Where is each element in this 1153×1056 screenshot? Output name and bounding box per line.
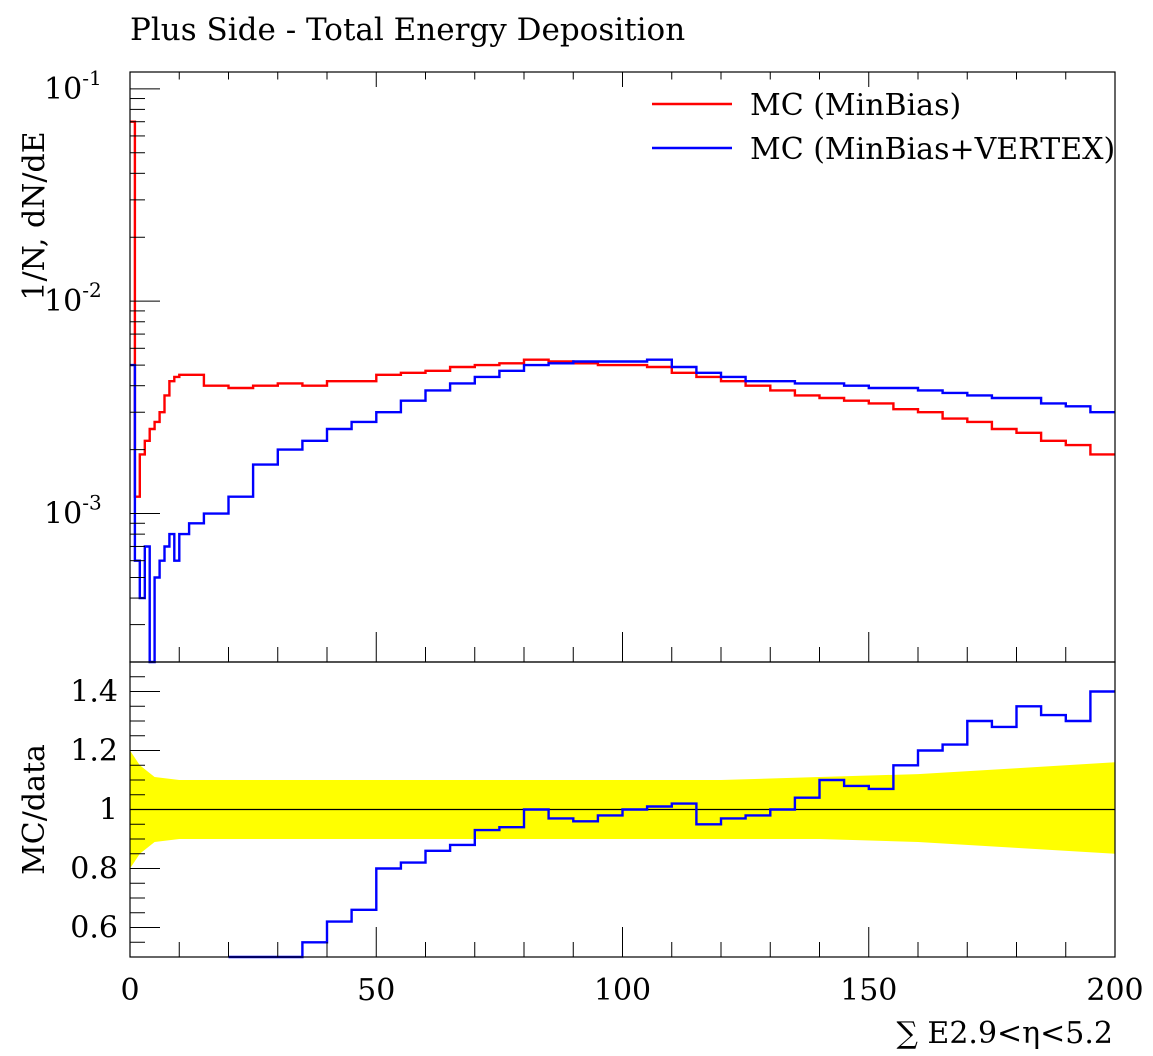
upper-y-tick-labels: 10-1 10-2 10-3 <box>44 66 102 532</box>
upper-y-axis-label: 1/N, dN/dE <box>17 131 52 300</box>
y-tick-label: 10-2 <box>44 278 102 319</box>
upper-data-layer <box>130 120 1115 664</box>
lower-panel: 0.6 0.8 1 1.2 1.4 0 50 100 150 200 MC/data ∑ E2.… <box>17 661 1144 1051</box>
x-tick-label: 200 <box>1086 973 1143 1008</box>
y-tick-label: 0.6 <box>70 911 118 946</box>
x-tick-label: 150 <box>840 973 897 1008</box>
y-tick-label: 10-3 <box>44 491 102 532</box>
lower-y-tick-labels: 0.6 0.8 1 1.2 1.4 <box>70 675 118 946</box>
series-line-1 <box>130 120 1115 498</box>
ratio-line-1 <box>228 690 1115 959</box>
y-tick-label: 1 <box>99 793 118 828</box>
x-tick-label: 50 <box>357 973 395 1008</box>
upper-panel: 10-110-210-3 1/N, dN/dE MC (MinBias)MC (… <box>17 66 1116 664</box>
series-line-2 <box>130 358 1115 664</box>
y-tick-label: 10-1 <box>44 66 102 107</box>
y-tick-label: 1.4 <box>70 675 118 710</box>
y-tick-label: 0.8 <box>70 852 118 887</box>
y-tick-label: 1.2 <box>70 734 118 769</box>
legend-label: MC (MinBias) <box>750 88 961 123</box>
legend: MC (MinBias) MC (MinBias+VERTEX) <box>652 88 1115 167</box>
x-tick-label: 0 <box>120 973 139 1008</box>
lower-plot-frame <box>129 661 1116 958</box>
legend-label: MC (MinBias+VERTEX) <box>750 132 1115 167</box>
lower-data-layer <box>228 690 1115 959</box>
lower-y-axis-label: MC/data <box>17 744 52 875</box>
chart-title: Plus Side - Total Energy Deposition <box>130 12 686 48</box>
x-tick-labels: 0 50 100 150 200 <box>120 973 1143 1008</box>
x-tick-label: 100 <box>594 973 651 1008</box>
x-axis-label: ∑ E2.9<η<5.2 <box>896 1016 1113 1051</box>
